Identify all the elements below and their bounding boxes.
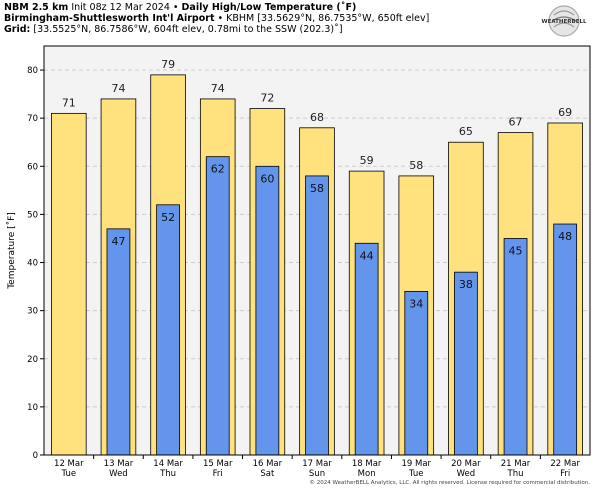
plot-frame [43, 45, 591, 456]
x-day-label-2: Thu [159, 469, 176, 479]
low-bar-10 [553, 223, 578, 456]
x-day-label-7: Tue [408, 469, 424, 479]
y-tick-label-10: 10 [27, 403, 38, 413]
x-day-label-10: Fri [560, 469, 570, 479]
grid-info: [33.5525°N, 86.7586°W, 604ft elev, 0.78m… [33, 24, 343, 35]
model-name: NBM 2.5 km [4, 2, 69, 13]
y-tick-label-40: 40 [27, 259, 38, 269]
low-label-3: 62 [211, 163, 225, 176]
x-date-label-4: 16 Mar [253, 459, 283, 469]
product-title: Daily High/Low Temperature (˚F) [181, 2, 357, 13]
high-label-3: 74 [211, 82, 225, 95]
low-bar-5 [305, 175, 329, 456]
y-axis: 0 10 20 30 40 50 60 70 80 [27, 66, 44, 461]
x-day-label-3: Fri [213, 469, 223, 479]
high-label-1: 74 [111, 82, 125, 95]
x-date-label-2: 14 Mar [153, 459, 183, 469]
x-date-label-10: 22 Mar [550, 459, 580, 469]
y-tick-label-30: 30 [27, 307, 38, 317]
low-label-9: 45 [509, 244, 523, 257]
high-label-4: 72 [260, 92, 274, 105]
high-label-6: 59 [360, 154, 374, 167]
x-day-label-0: Tue [61, 469, 77, 479]
y-axis-label: Temperature [˚F] [6, 212, 17, 290]
low-label-10: 48 [558, 230, 572, 243]
low-bar-2 [156, 204, 180, 456]
y-tick-label-0: 0 [33, 451, 38, 461]
header-line-1: NBM 2.5 km Init 08z 12 Mar 2024 • Daily … [4, 2, 356, 13]
x-day-label-6: Mon [358, 469, 376, 479]
header-line-2: Birmingham-Shuttlesworth Int'l Airport •… [4, 13, 429, 24]
high-label-10: 69 [558, 106, 572, 119]
weatherbell-swirl-icon [548, 5, 580, 37]
high-label-0: 71 [62, 96, 76, 109]
x-day-label-1: Wed [109, 469, 128, 479]
high-label-2: 79 [161, 58, 175, 71]
logo-text: WEATHERBELL [542, 19, 587, 25]
init-time: Init 08z 12 Mar 2024 [71, 2, 170, 13]
x-date-label-7: 19 Mar [401, 459, 431, 469]
low-bar-9 [503, 238, 528, 456]
low-label-4: 60 [260, 172, 274, 185]
bullet-2: • [217, 13, 224, 24]
bullet-1: • [172, 2, 179, 13]
y-tick-label-70: 70 [27, 114, 38, 124]
low-bar-6 [354, 242, 379, 456]
copyright-notice: © 2024 WeatherBELL Analytics, LLC. All r… [309, 480, 590, 486]
grid-label: Grid: [4, 24, 31, 35]
low-bar-7 [404, 290, 429, 456]
y-tick-label-80: 80 [27, 66, 38, 76]
high-label-5: 68 [310, 111, 324, 124]
low-label-5: 58 [310, 182, 324, 195]
low-label-6: 44 [360, 249, 374, 262]
station-info: KBHM [33.5629°N, 86.7535°W, 650ft elev] [226, 13, 430, 24]
low-label-1: 47 [111, 235, 125, 248]
high-label-8: 65 [459, 125, 473, 138]
x-day-label-4: Sat [260, 469, 275, 479]
x-day-label-9: Thu [507, 469, 524, 479]
y-tick-label-60: 60 [27, 162, 38, 172]
high-label-9: 67 [509, 116, 523, 129]
weatherbell-logo: WEATHERBELL [542, 5, 587, 37]
low-bar-4 [255, 165, 280, 456]
low-label-8: 38 [459, 278, 473, 291]
x-date-label-0: 12 Mar [54, 459, 84, 469]
x-date-label-8: 20 Mar [451, 459, 481, 469]
header-line-3: Grid: [33.5525°N, 86.7586°W, 604ft elev,… [4, 24, 343, 35]
x-date-label-5: 17 Mar [302, 459, 332, 469]
low-label-7: 34 [409, 297, 423, 310]
low-bar-1 [106, 228, 131, 456]
high-label-7: 58 [409, 159, 423, 172]
x-date-label-3: 15 Mar [203, 459, 233, 469]
y-tick-label-50: 50 [27, 210, 38, 220]
high-bar-0 [51, 112, 87, 456]
x-date-label-9: 21 Mar [501, 459, 531, 469]
y-tick-label-20: 20 [27, 355, 38, 365]
x-date-label-6: 18 Mar [352, 459, 382, 469]
low-label-2: 52 [161, 211, 175, 224]
low-bars [106, 156, 578, 456]
x-day-label-5: Sun [309, 469, 325, 479]
x-date-label-1: 13 Mar [104, 459, 134, 469]
low-bar-8 [454, 271, 478, 456]
x-day-label-8: Wed [457, 469, 476, 479]
station-name: Birmingham-Shuttlesworth Int'l Airport [4, 13, 215, 24]
data-labels: 71 74 47 79 52 74 62 72 60 68 58 59 44 58 34 65 38 67 45 69… [62, 58, 572, 311]
low-bar-3 [205, 156, 230, 456]
